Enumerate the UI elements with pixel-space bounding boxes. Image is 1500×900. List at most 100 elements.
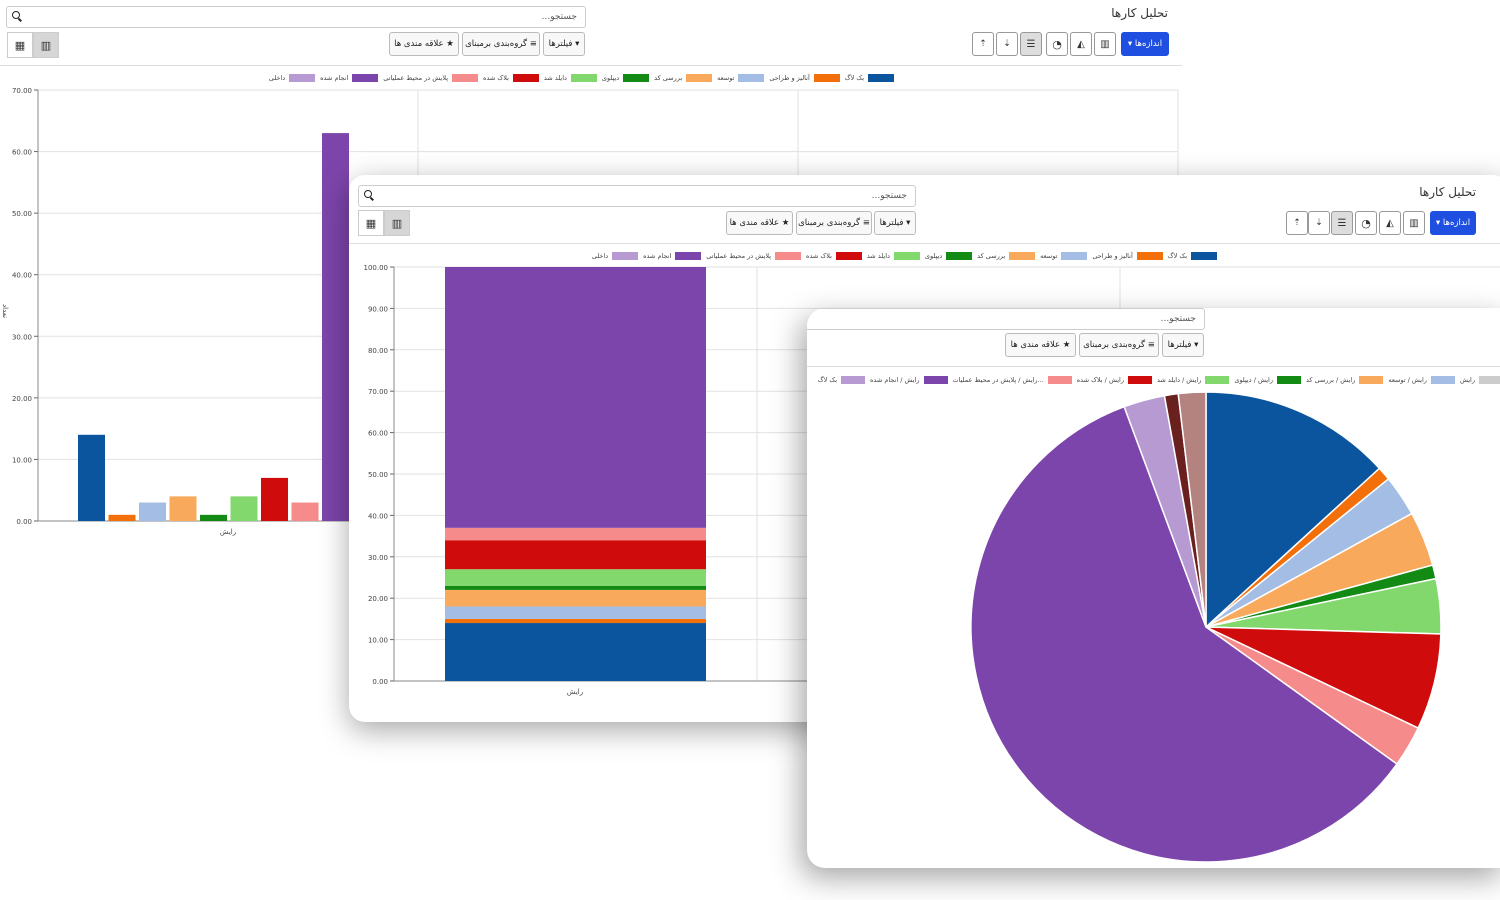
sort-asc-button[interactable]: ⇡ xyxy=(1286,211,1308,235)
filters-button[interactable]: ▾ فیلترها xyxy=(1162,333,1204,357)
legend-item[interactable]: بلاک شده xyxy=(483,74,539,82)
legend-label: داخلی xyxy=(591,252,609,260)
group-by-button[interactable]: ≡ گروه‌بندی برمبنای xyxy=(796,211,872,235)
legend-item[interactable]: داخلی xyxy=(269,74,316,82)
legend-item[interactable]: رایش / دایلد شد xyxy=(1157,376,1230,384)
legend-swatch xyxy=(923,376,948,384)
legend-item[interactable]: انجام شده xyxy=(320,74,379,82)
legend-item[interactable]: بررسی کد xyxy=(654,74,713,82)
search-icon xyxy=(12,11,20,19)
legend-item[interactable]: رایش / انجام شده xyxy=(870,376,948,384)
group-by-button[interactable]: ≡ گروه‌بندی برمبنای xyxy=(462,32,540,56)
pie-chart-button[interactable]: ◔ xyxy=(1355,211,1377,235)
legend-swatch xyxy=(686,74,713,82)
measures-button[interactable]: اندازه‌ها ▾ xyxy=(1121,32,1169,56)
legend-item[interactable]: رایش xyxy=(1460,376,1500,384)
pie-chart-icon: ◔ xyxy=(1361,216,1371,230)
legend-item[interactable]: توسعه xyxy=(1040,252,1088,260)
legend-item[interactable]: رایش / بلاک شده xyxy=(1077,376,1152,384)
bar xyxy=(200,514,227,521)
legend-label: بررسی کد xyxy=(977,252,1006,260)
legend-item[interactable]: بک لاگ xyxy=(818,376,866,384)
legend-item[interactable]: توسعه xyxy=(717,74,765,82)
stack-button[interactable]: ☰ xyxy=(1020,32,1042,56)
search-input[interactable]: جستجو... xyxy=(6,6,586,28)
legend-item[interactable]: داخلی xyxy=(591,252,639,260)
table-view-icon: ▦ xyxy=(365,216,377,230)
legend-swatch xyxy=(868,74,894,82)
filters-button[interactable]: ▾ فیلترها xyxy=(874,211,916,235)
sort-asc-icon: ⇡ xyxy=(979,39,987,49)
search-input[interactable]: جستجو... xyxy=(358,185,916,207)
chart-legend: رایش رایش / توسعه رایش / بررسی کد رایش / دی… xyxy=(813,376,1500,384)
legend-item[interactable]: انجام شده xyxy=(643,252,702,260)
y-axis-label: تعداد xyxy=(1,304,9,318)
y-tick-label: 40.00 xyxy=(368,512,388,520)
legend-swatch xyxy=(1277,376,1301,384)
sort-asc-button[interactable]: ⇡ xyxy=(972,32,994,56)
sort-desc-button[interactable]: ⇣ xyxy=(996,32,1018,56)
legend-swatch xyxy=(1136,252,1163,260)
y-tick-label: 20.00 xyxy=(368,595,388,603)
legend-swatch xyxy=(512,74,539,82)
legend-swatch xyxy=(352,74,379,82)
legend-swatch xyxy=(946,252,973,260)
area-chart-button[interactable]: ◭ xyxy=(1070,32,1092,56)
x-tick-label: رایش xyxy=(220,528,236,536)
chart-view-button[interactable]: ▥ xyxy=(33,32,59,58)
legend-item[interactable]: بک لاگ xyxy=(845,74,894,82)
legend-label: بک لاگ xyxy=(844,74,864,82)
chart-legend: بک لاگ آنالیز و طراحی توسعه بررسی کد دیپلوی د… xyxy=(264,74,894,82)
legend-swatch xyxy=(612,252,639,260)
y-tick-label: 80.00 xyxy=(368,347,388,355)
sort-desc-icon: ⇣ xyxy=(1003,39,1011,49)
favorites-button[interactable]: ★ علاقه مندی ها xyxy=(1005,333,1076,357)
legend-item[interactable]: رایش / بررسی کد xyxy=(1306,376,1384,384)
bar-segment xyxy=(445,585,706,590)
legend-item[interactable]: دایلد شد xyxy=(544,74,597,82)
table-view-button[interactable]: ▦ xyxy=(7,32,33,58)
stack-button[interactable]: ☰ xyxy=(1331,211,1353,235)
sort-desc-button[interactable]: ⇣ xyxy=(1308,211,1330,235)
legend-item[interactable]: بلاک شده xyxy=(806,252,862,260)
favorites-button[interactable]: ★ علاقه مندی ها xyxy=(389,32,459,56)
y-tick-label: 30.00 xyxy=(12,333,32,341)
y-tick-label: 10.00 xyxy=(368,637,388,645)
legend-item[interactable]: بک لاگ xyxy=(1168,252,1217,260)
legend-label: توسعه xyxy=(717,74,735,82)
legend-item[interactable]: دایلد شد xyxy=(867,252,920,260)
search-input[interactable]: جستجو... xyxy=(807,308,1205,330)
measures-button[interactable]: اندازه‌ها ▾ xyxy=(1430,211,1476,235)
legend-item[interactable]: رایش / پلایش در محیط عملیات... xyxy=(953,376,1072,384)
bar-chart-button[interactable]: ▥ xyxy=(1094,32,1116,56)
legend-swatch xyxy=(675,252,702,260)
legend-item[interactable]: رایش / دیپلوی xyxy=(1234,376,1301,384)
legend-item[interactable]: آنالیز و طراحی xyxy=(1092,252,1163,260)
legend-item[interactable]: پلایش در محیط عملیاتی xyxy=(383,74,479,82)
legend-swatch xyxy=(289,74,316,82)
table-view-button[interactable]: ▦ xyxy=(358,210,384,236)
bar-segment xyxy=(445,606,706,619)
group-by-button[interactable]: ≡ گروه‌بندی برمبنای xyxy=(1079,333,1159,357)
bar-chart-button[interactable]: ▥ xyxy=(1403,211,1425,235)
y-tick-label: 90.00 xyxy=(368,305,388,313)
legend-item[interactable]: پلایش در محیط عملیاتی xyxy=(706,252,802,260)
filters-button[interactable]: ▾ فیلترها xyxy=(543,32,585,56)
area-chart-button[interactable]: ◭ xyxy=(1379,211,1401,235)
legend-item[interactable]: دیپلوی xyxy=(602,74,650,82)
pie-chart-button[interactable]: ◔ xyxy=(1046,32,1068,56)
legend-item[interactable]: آنالیز و طراحی xyxy=(769,74,840,82)
legend-item[interactable]: رایش / توسعه xyxy=(1388,376,1455,384)
bar xyxy=(139,502,166,521)
y-tick-label: 60.00 xyxy=(12,149,32,157)
table-view-icon: ▦ xyxy=(14,38,26,52)
front-window: جستجو... ▾ فیلترها ≡ گروه‌بندی برمبنای ★… xyxy=(807,308,1500,868)
y-tick-label: 30.00 xyxy=(368,554,388,562)
favorites-button[interactable]: ★ علاقه مندی ها xyxy=(726,211,793,235)
legend-item[interactable]: دیپلوی xyxy=(925,252,973,260)
legend-item[interactable]: بررسی کد xyxy=(977,252,1036,260)
legend-label: بک لاگ xyxy=(1167,252,1187,260)
chart-view-button[interactable]: ▥ xyxy=(384,210,410,236)
pie-chart-icon: ◔ xyxy=(1052,37,1062,51)
legend-label: رایش / توسعه xyxy=(1388,376,1427,384)
